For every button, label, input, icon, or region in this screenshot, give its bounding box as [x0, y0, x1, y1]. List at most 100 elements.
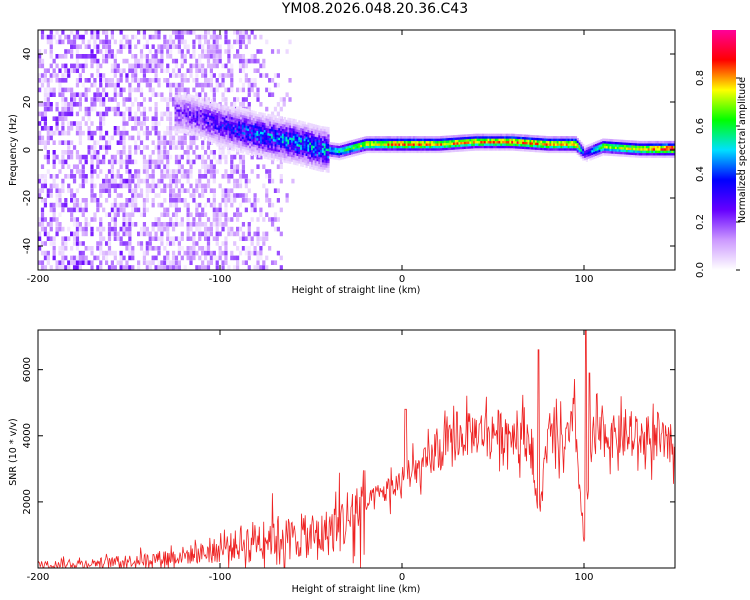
- spectrogram-cell: [166, 169, 170, 174]
- spectrogram-cell: [241, 150, 245, 154]
- spectrogram-cell: [372, 148, 376, 151]
- spectrogram-cell: [513, 136, 516, 139]
- spectrogram-cell: [78, 78, 82, 83]
- spectrogram-cell: [274, 132, 277, 135]
- spectrogram-cell: [61, 154, 65, 160]
- spectrogram-cell: [607, 150, 610, 154]
- spectrogram-cell: [392, 140, 396, 144]
- spectrogram-cell: [160, 44, 164, 49]
- spectrogram-cell: [618, 146, 621, 150]
- spectrogram-cell: [644, 150, 647, 154]
- spectrogram-cell: [238, 109, 241, 112]
- spectrogram-cell: [273, 73, 278, 78]
- spectrogram-cell: [274, 127, 277, 130]
- spectrogram-cell: [232, 134, 235, 137]
- spectrogram-cell: [78, 135, 82, 141]
- spectrogram-cell: [216, 129, 219, 133]
- spectrogram-cell: [400, 140, 403, 144]
- spectrogram-cell: [145, 68, 149, 73]
- spectrogram-cell: [656, 143, 659, 146]
- spectrogram-cell: [321, 167, 325, 170]
- spectrogram-cell: [516, 138, 519, 142]
- spectrogram-cell: [411, 148, 414, 151]
- spectrogram-cell: [613, 146, 616, 149]
- spectrogram-cell: [565, 148, 568, 151]
- spectrogram-cell: [325, 136, 328, 139]
- spectrogram-cell: [134, 188, 138, 193]
- spectrogram-cell: [220, 126, 223, 129]
- spectrogram-cell: [58, 198, 62, 203]
- spectrogram-cell: [380, 143, 383, 146]
- spectrogram-cell: [270, 116, 274, 120]
- spectrogram-cell: [585, 147, 589, 150]
- spectrogram-cell: [205, 135, 208, 139]
- spectrogram-cell: [139, 78, 144, 83]
- spectrogram-cell: [462, 146, 465, 150]
- spectrogram-cell: [70, 231, 74, 237]
- spectrogram-cell: [134, 169, 138, 174]
- spectrogram-cell: [198, 212, 202, 217]
- spectrogram-cell: [253, 207, 257, 213]
- spectrogram-cell: [249, 136, 252, 139]
- spectrogram-cell: [529, 139, 532, 143]
- spectrogram-cell: [139, 246, 144, 251]
- spectrogram-cell: [436, 136, 439, 139]
- spectrogram-cell: [238, 226, 243, 232]
- spectrogram-cell: [78, 44, 82, 49]
- spectrogram-cell: [533, 144, 536, 148]
- spectrogram-cell: [187, 117, 190, 121]
- spectrogram-cell: [462, 148, 465, 152]
- spectrogram-cell: [250, 122, 254, 125]
- spectrogram-cell: [525, 134, 528, 138]
- spectrogram-cell: [72, 198, 77, 203]
- spectrogram-cell: [354, 143, 357, 147]
- spectrogram-cell: [134, 63, 138, 69]
- spectrogram-cell: [125, 159, 129, 165]
- spectrogram-cell: [604, 138, 607, 142]
- spectrogram-cell: [157, 130, 161, 136]
- spectrogram-cell: [119, 140, 123, 145]
- spectrogram-cell: [232, 107, 235, 111]
- spectrogram-cell: [236, 149, 239, 153]
- spectrogram-cell: [613, 144, 616, 147]
- spectrogram-cell: [104, 106, 109, 112]
- spectrogram-cell: [113, 92, 117, 97]
- spectrogram-cell: [40, 30, 45, 35]
- spectrogram-cell: [221, 112, 225, 115]
- spectrogram-cell: [113, 159, 117, 165]
- spectrogram-cell: [445, 135, 448, 139]
- spectrogram-cell: [75, 207, 80, 213]
- spectrogram-cell: [218, 103, 221, 107]
- spectrogram-cell: [241, 122, 245, 125]
- spectrogram-cell: [99, 121, 103, 126]
- spectrogram-cell: [75, 102, 80, 107]
- spectrogram-cell: [125, 169, 129, 174]
- spectrogram-cell: [323, 128, 326, 132]
- spectrogram-cell: [212, 236, 216, 241]
- spectrogram-cell: [198, 82, 202, 88]
- spectrogram-cell: [40, 102, 45, 107]
- spectrogram-cell: [522, 139, 525, 142]
- spectrogram-cell: [185, 112, 188, 115]
- spectrogram-cell: [215, 39, 219, 45]
- spectrogram-cell: [171, 193, 176, 198]
- spectrogram-cell: [212, 116, 215, 119]
- spectrogram-cell: [638, 148, 641, 151]
- spectrogram-cell: [381, 136, 385, 139]
- spectrogram-cell: [183, 114, 186, 117]
- spectrogram-cell: [256, 135, 259, 139]
- spectrogram-cell: [309, 127, 312, 131]
- spectrogram-cell: [440, 135, 443, 139]
- spectrogram-cell: [40, 78, 45, 83]
- spectrogram-cell: [174, 104, 177, 107]
- spectrogram-cell: [423, 136, 427, 139]
- spectrogram-cell: [75, 236, 80, 241]
- spectrogram-cell: [281, 126, 285, 129]
- spectrogram-cell: [67, 145, 71, 150]
- spectrogram-cell: [61, 111, 65, 117]
- spectrogram-cell: [179, 106, 183, 110]
- spectrogram-cell: [434, 136, 437, 139]
- spectrogram-cell: [189, 145, 193, 150]
- spectrogram-cell: [247, 102, 251, 107]
- spectrogram-cell: [185, 114, 188, 118]
